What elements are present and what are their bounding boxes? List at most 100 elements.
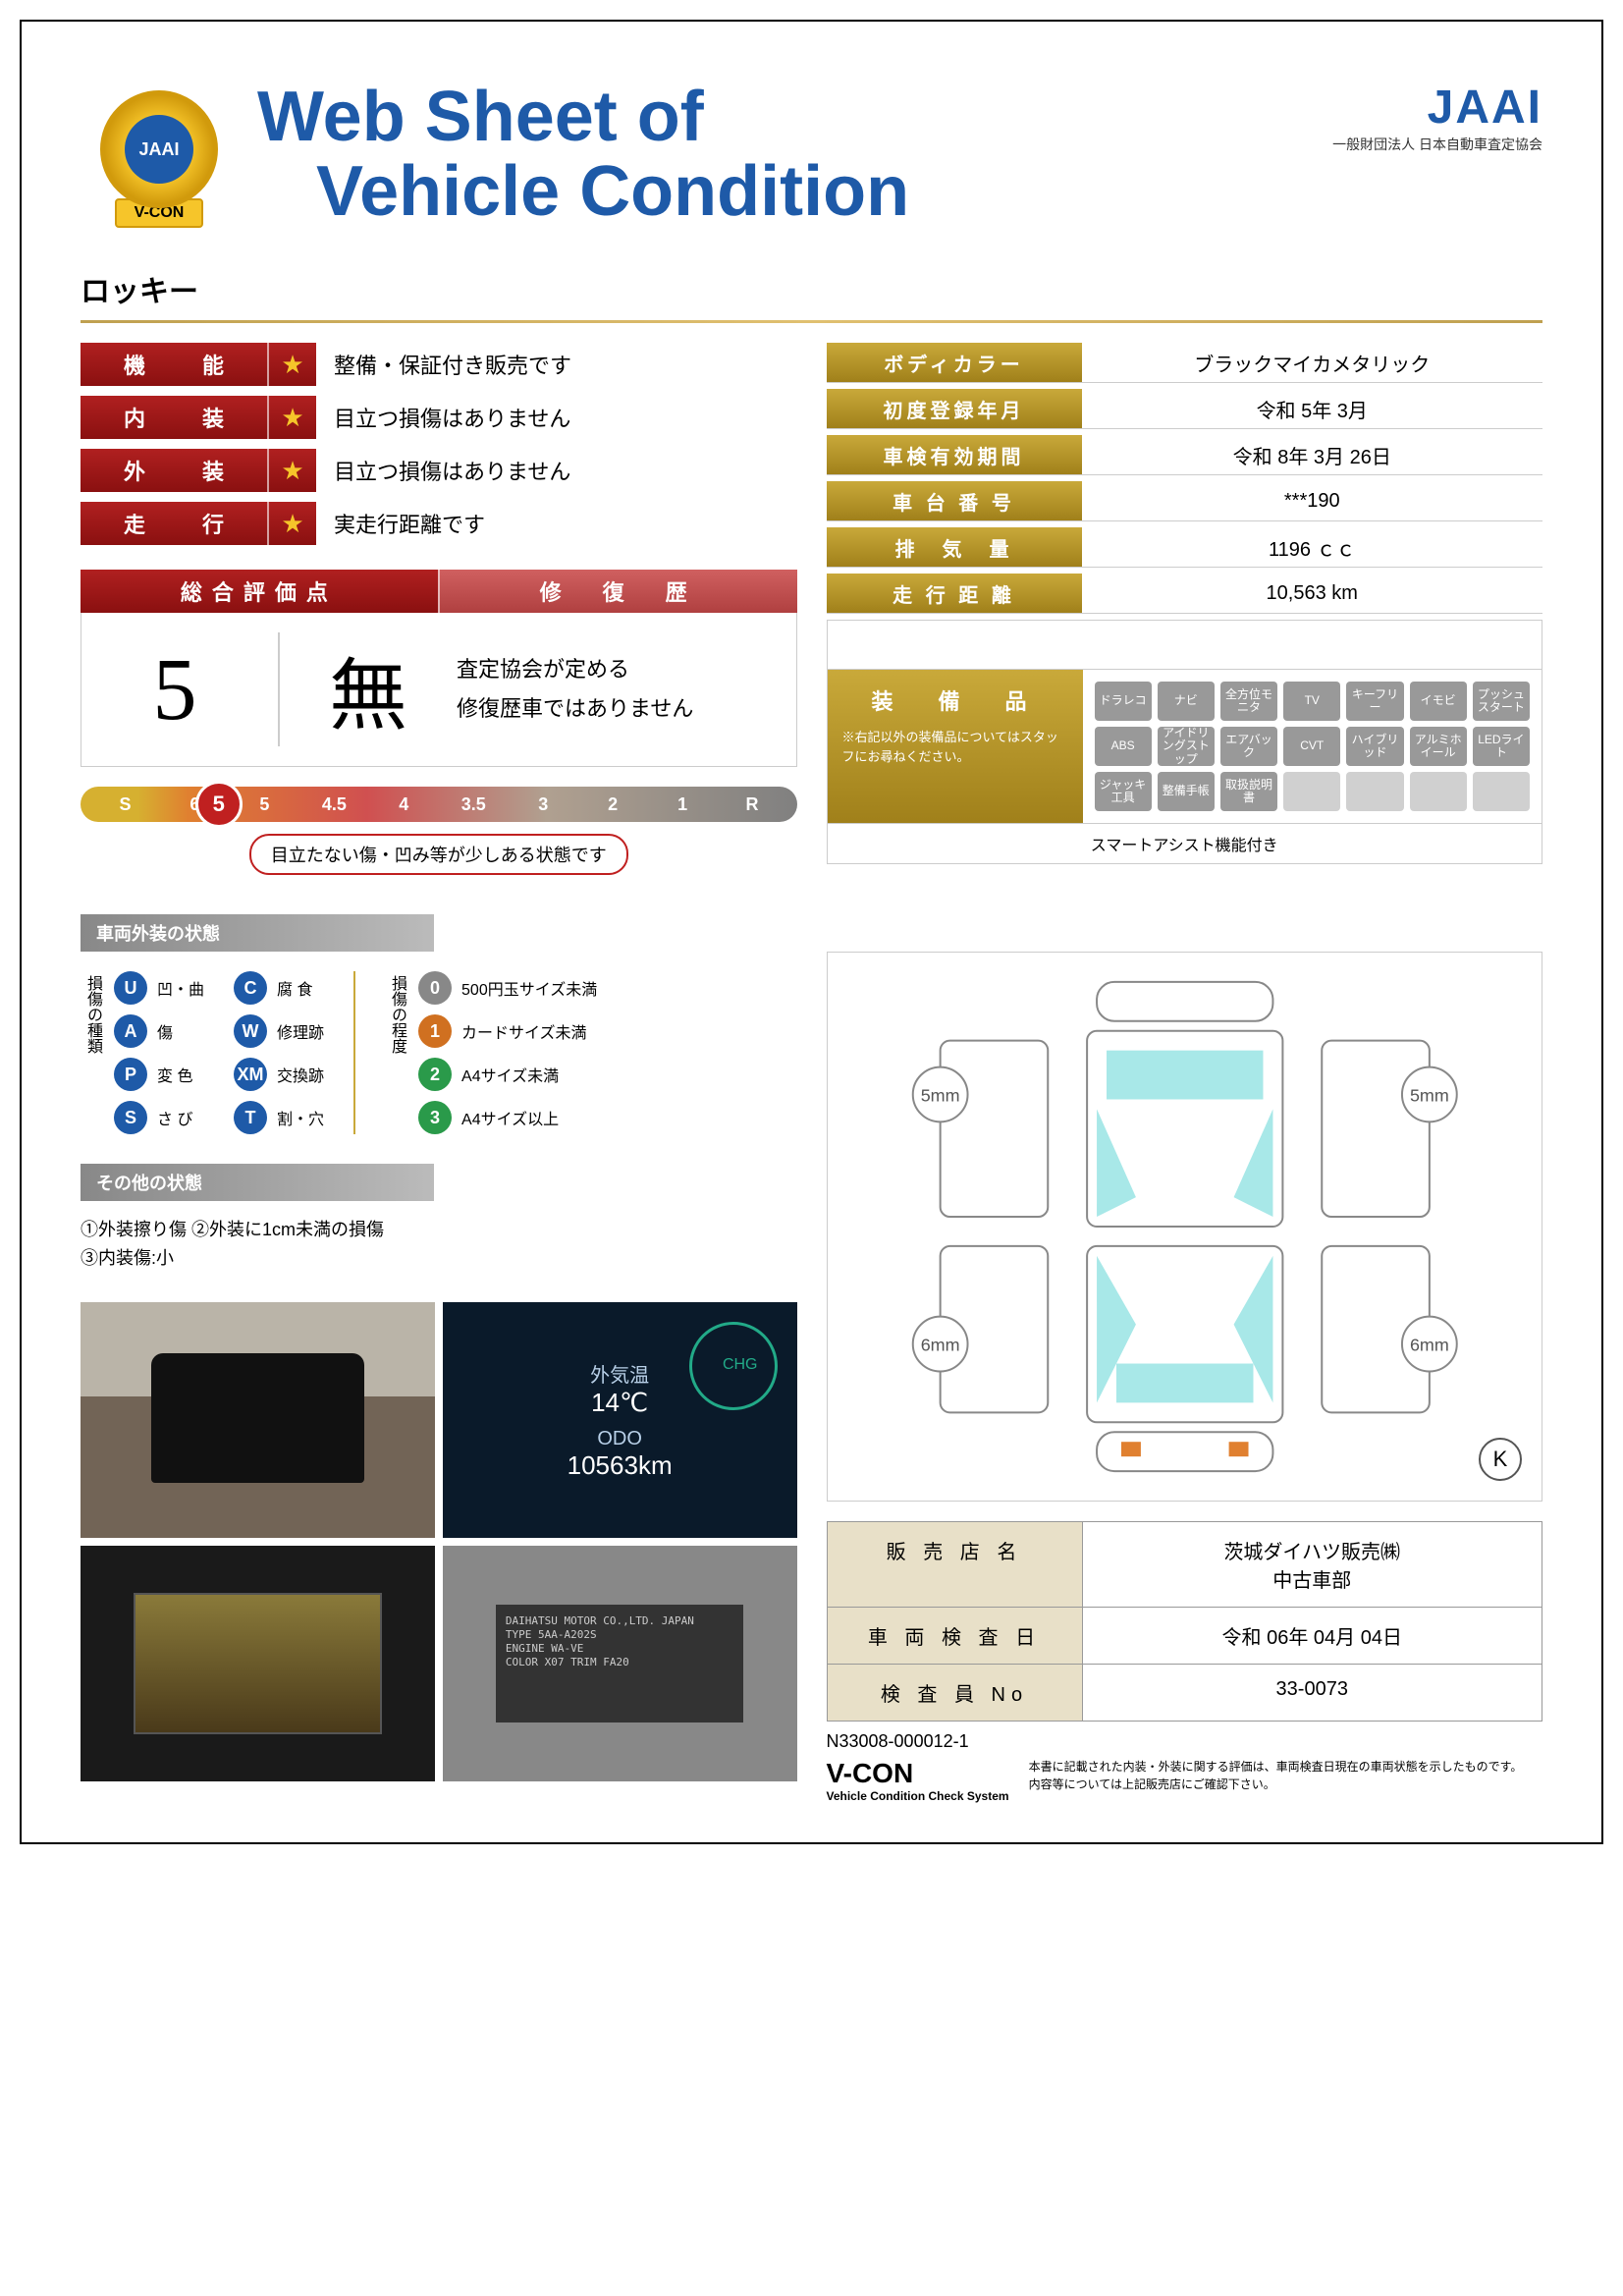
- legend-item: C腐 食: [234, 971, 324, 1005]
- legend-item: 3A4サイズ以上: [418, 1101, 597, 1134]
- legend-badge: 2: [418, 1058, 452, 1091]
- legend-text: 凹・曲: [157, 976, 204, 1000]
- title-block: Web Sheet of Vehicle Condition: [257, 81, 1313, 229]
- star-icon: ★: [267, 449, 316, 492]
- vcon-footer-logo: V-CON: [827, 1758, 1009, 1789]
- page-title: Web Sheet of Vehicle Condition: [257, 81, 1313, 229]
- info-label: 車 台 番 号: [827, 481, 1082, 520]
- legend-text: 腐 食: [277, 976, 312, 1000]
- footer-value: 令和 06年 04月 04日: [1083, 1608, 1542, 1664]
- info-row: ボディカラー ブラックマイカメタリック: [827, 343, 1543, 383]
- left-col: 機 能 ★ 整備・保証付き販売です 内 装 ★ 目立つ損傷はありません 外 装 …: [81, 343, 797, 875]
- right-col: ボディカラー ブラックマイカメタリック 初度登録年月 令和 5年 3月 車検有効…: [827, 343, 1543, 875]
- legend-badge: 1: [418, 1014, 452, 1048]
- odo-temp-value: 14℃: [591, 1388, 648, 1417]
- medal-icon: JAAI: [100, 90, 218, 208]
- scale-tick: R: [718, 794, 787, 815]
- scale-tick: 2: [578, 794, 648, 815]
- legend-text: 500円玉サイズ未満: [461, 976, 597, 1000]
- legend-item: P変 色: [114, 1058, 204, 1091]
- legend-text: 変 色: [157, 1063, 192, 1086]
- jaai-sub: 一般財団法人 日本自動車査定協会: [1332, 135, 1542, 154]
- section-exterior: 車両外装の状態: [81, 914, 434, 952]
- legend-badge: P: [114, 1058, 147, 1091]
- info-value: 1196 ｃｃ: [1082, 527, 1543, 567]
- legend-item: 1 カードサイズ未満: [418, 1014, 597, 1048]
- overall-head-left: 総合評価点: [81, 570, 438, 613]
- car-svg: 5mm 5mm 6mm 6mm: [828, 953, 1542, 1501]
- info-value: 10,563 km: [1082, 574, 1543, 613]
- rating-text: 実走行距離です: [316, 508, 485, 539]
- photo-odo: CHG 外気温 14℃ ODO 10563km: [443, 1302, 797, 1538]
- rating-label: 走 行: [81, 502, 267, 545]
- star-icon: ★: [267, 502, 316, 545]
- rating-text: 目立つ損傷はありません: [316, 455, 570, 486]
- footer-row: 車 両 検 査 日 令和 06年 04月 04日: [828, 1607, 1542, 1664]
- vcon-footer: V-CON Vehicle Condition Check System 本書に…: [827, 1758, 1543, 1803]
- photo-exterior: [81, 1302, 435, 1538]
- legend-badge: T: [234, 1101, 267, 1134]
- info-label: 初度登録年月: [827, 389, 1082, 428]
- legend-item: U凹・曲: [114, 971, 204, 1005]
- footer-label: 検 査 員 No: [828, 1665, 1083, 1721]
- rating-text: 目立つ損傷はありません: [316, 402, 570, 433]
- title-line2: Vehicle Condition: [316, 152, 909, 231]
- rating-scale: 5 S654.543.5321R 目立たない傷・凹み等が少しある状態です: [81, 787, 797, 875]
- jaai-block: JAAI 一般財団法人 日本自動車査定協会: [1332, 81, 1542, 154]
- scale-bar: 5 S654.543.5321R: [81, 787, 797, 822]
- equipment-grid: ドラレコナビ全方位モニタTVキーフリーイモビプッシュスタートABSアイドリングス…: [1083, 670, 1542, 823]
- info-value: 令和 5年 3月: [1082, 389, 1543, 428]
- footer-row: 販 売 店 名 茨城ダイハツ販売㈱中古車部: [828, 1522, 1542, 1607]
- tire-rr: 6mm: [1409, 1336, 1448, 1355]
- photo-camera: [81, 1546, 435, 1781]
- legend-item: 0500円玉サイズ未満: [418, 971, 597, 1005]
- scale-tick: S: [90, 794, 160, 815]
- legend-item: T割・穴: [234, 1101, 324, 1134]
- equipment-title: 装 備 品: [842, 684, 1068, 716]
- tire-fl: 5mm: [920, 1085, 959, 1105]
- overall-desc: 査定協会が定める 修復歴車ではありません: [457, 650, 693, 728]
- equipment-item: ナビ: [1158, 682, 1215, 721]
- equipment-item: [1346, 772, 1403, 811]
- tire-rl: 6mm: [920, 1336, 959, 1355]
- equipment-item: CVT: [1283, 727, 1340, 766]
- rating-row: 内 装 ★ 目立つ損傷はありません: [81, 396, 797, 439]
- divider: [81, 320, 1542, 323]
- legend-text: カードサイズ未満: [461, 1019, 587, 1043]
- overall-rating: 総合評価点 修 復 歴 5 無 査定協会が定める 修復歴車ではありません: [81, 570, 797, 767]
- title-line1: Web Sheet of: [257, 78, 704, 156]
- equipment-item: [1473, 772, 1530, 811]
- legend-text: A4サイズ以上: [461, 1106, 559, 1129]
- equipment-item: TV: [1283, 682, 1340, 721]
- tire-fr: 5mm: [1409, 1085, 1448, 1105]
- info-row: 車 台 番 号 ***190: [827, 481, 1543, 521]
- overall-desc-1: 査定協会が定める: [457, 650, 693, 689]
- info-row: 排 気 量 1196 ｃｃ: [827, 527, 1543, 568]
- star-icon: ★: [267, 396, 316, 439]
- misc-notes: ①外装擦り傷 ②外装に1cm未満の損傷③内装傷:小: [81, 1216, 797, 1273]
- legend-degree-label: 損傷の程度: [385, 971, 408, 1134]
- chg-label: CHG: [723, 1356, 758, 1374]
- rating-label: 外 装: [81, 449, 267, 492]
- odo-temp-label: 外気温: [590, 1365, 649, 1387]
- equipment-item: イモビ: [1410, 682, 1467, 721]
- legend-text: さ び: [157, 1106, 192, 1129]
- footer-label: 車 両 検 査 日: [828, 1608, 1083, 1664]
- equipment-footer: スマートアシスト機能付き: [828, 823, 1542, 863]
- legend-badge: W: [234, 1014, 267, 1048]
- scale-caption: 目立たない傷・凹み等が少しある状態です: [249, 834, 628, 875]
- legend-item: A傷: [114, 1014, 204, 1048]
- equipment-label: 装 備 品 ※右記以外の装備品についてはスタッフにお尋ねください。: [828, 670, 1083, 823]
- equipment-item: ジャッキ工具: [1095, 772, 1152, 811]
- scale-marker: 5: [195, 781, 243, 828]
- disclaimer: 本書に記載された内装・外装に関する評価は、車両検査日現在の車両状態を示したもので…: [1029, 1758, 1542, 1793]
- info-value: ブラックマイカメタリック: [1082, 343, 1543, 382]
- legend-wrap: 損傷の種類 U凹・曲C腐 食A傷W修理跡P変 色XM交換跡Sさ びT割・穴 損傷…: [81, 971, 797, 1134]
- photo-plate: DAIHATSU MOTOR CO.,LTD. JAPANTYPE 5AA-A2…: [443, 1546, 797, 1781]
- equipment-note: ※右記以外の装備品についてはスタッフにお尋ねください。: [842, 728, 1068, 766]
- equipment-item: アルミホイール: [1410, 727, 1467, 766]
- equipment-item: 全方位モニタ: [1220, 682, 1277, 721]
- legend-badge: C: [234, 971, 267, 1005]
- equipment-item: [1410, 772, 1467, 811]
- legend-badge: S: [114, 1101, 147, 1134]
